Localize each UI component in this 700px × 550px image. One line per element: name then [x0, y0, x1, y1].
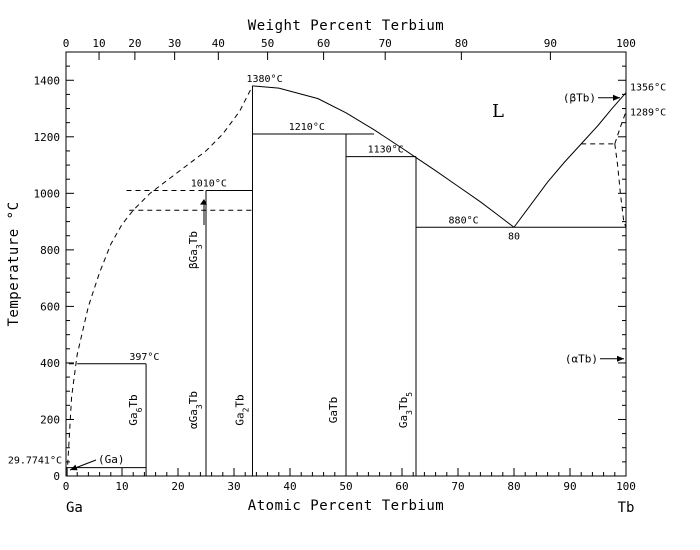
bottom-tick-labels: 0 10 20 30 40 50 60 70 80 90 100 [63, 480, 636, 493]
y-axis-title: Temperature °C [6, 201, 22, 326]
temperature-label: 80 [508, 231, 520, 242]
bottom-tick-label: 60 [395, 480, 408, 493]
bottom-tick-label: 10 [115, 480, 128, 493]
compound-labels: Ga6Tb αGa3Tb βGa3Tb Ga2Tb GaTb Ga3Tb5 [127, 198, 414, 429]
compound-label: αGa3Tb [187, 391, 204, 429]
liquid-region-label: L [492, 101, 504, 122]
temperature-labels: 1380°C 1210°C 1130°C 1010°C 880°C 397°C 80 1356… [8, 74, 666, 467]
solid-phase-labels: (Ga) (αTb) (βTb) [69, 92, 624, 471]
y-tick-label: 800 [40, 244, 60, 257]
compound-label: βGa3Tb [187, 231, 204, 269]
top-tick-label: 40 [212, 37, 225, 50]
bottom-tick-label: 100 [616, 480, 636, 493]
temperature-label: 1130°C [368, 145, 404, 156]
liquidus-line [252, 85, 515, 228]
y-tick-label: 600 [40, 300, 60, 313]
y-tick-label: 0 [53, 470, 60, 483]
temperature-label: 880°C [449, 215, 479, 226]
top-tick-label: 60 [317, 37, 330, 50]
top-tick-label: 30 [168, 37, 181, 50]
compound-label: GaTb [327, 397, 340, 424]
y-tick-labels: 0 200 400 600 800 1000 1200 1400 [34, 74, 61, 483]
temperature-label: 1210°C [289, 122, 325, 133]
y-tick-label: 400 [40, 357, 60, 370]
top-tick-label: 90 [544, 37, 557, 50]
top-tick-label: 50 [261, 37, 274, 50]
bottom-axis-title: Atomic Percent Terbium [248, 498, 444, 514]
tb-transition-dashed-line [614, 111, 627, 145]
arrow-head [200, 198, 207, 205]
top-tick-label: 0 [63, 37, 70, 50]
axis-ticks [65, 51, 627, 477]
y-tick-label: 200 [40, 413, 60, 426]
top-tick-label: 20 [128, 37, 141, 50]
phase-boundaries [66, 85, 627, 476]
solid-phase-label: (αTb) [565, 353, 598, 366]
bottom-tick-label: 20 [171, 480, 184, 493]
arrow-head [613, 94, 620, 101]
temperature-label: 397°C [129, 352, 159, 363]
tb-transition-dashed-line [614, 143, 627, 228]
y-tick-label: 1200 [34, 131, 61, 144]
top-tick-label: 80 [455, 37, 468, 50]
solid-phase-label: (Ga) [98, 453, 125, 466]
temperature-label: 1010°C [191, 179, 227, 190]
compound-label: Ga3Tb5 [397, 392, 414, 428]
liquidus-dashed-line [67, 85, 253, 465]
solid-phase-label: (βTb) [563, 92, 596, 105]
bottom-tick-label: 80 [507, 480, 520, 493]
temperature-label: 1356°C [630, 83, 666, 94]
top-tick-label: 10 [92, 37, 105, 50]
temperature-label: 1289°C [630, 108, 666, 119]
top-tick-labels: 0 10 20 30 40 50 60 70 80 90 100 [63, 37, 636, 50]
left-end-label: Ga [66, 500, 83, 516]
y-tick-label: 1400 [34, 74, 61, 87]
top-axis-title: Weight Percent Terbium [248, 18, 444, 34]
y-tick-label: 1000 [34, 187, 61, 200]
temperature-label: 29.7741°C [8, 456, 62, 467]
bottom-tick-label: 30 [227, 480, 240, 493]
right-end-label: Tb [618, 500, 635, 516]
bottom-tick-label: 0 [63, 480, 70, 493]
liquidus-line [513, 92, 627, 228]
arrow-head [70, 464, 78, 471]
top-tick-label: 70 [379, 37, 392, 50]
top-tick-label: 100 [616, 37, 636, 50]
bottom-tick-label: 70 [451, 480, 464, 493]
bottom-tick-label: 90 [563, 480, 576, 493]
bottom-tick-label: 50 [339, 480, 352, 493]
compound-label: Ga2Tb [233, 394, 250, 425]
compound-label: Ga6Tb [127, 394, 144, 425]
temperature-label: 1380°C [246, 74, 282, 85]
arrow-head [617, 355, 624, 362]
bottom-tick-label: 40 [283, 480, 296, 493]
